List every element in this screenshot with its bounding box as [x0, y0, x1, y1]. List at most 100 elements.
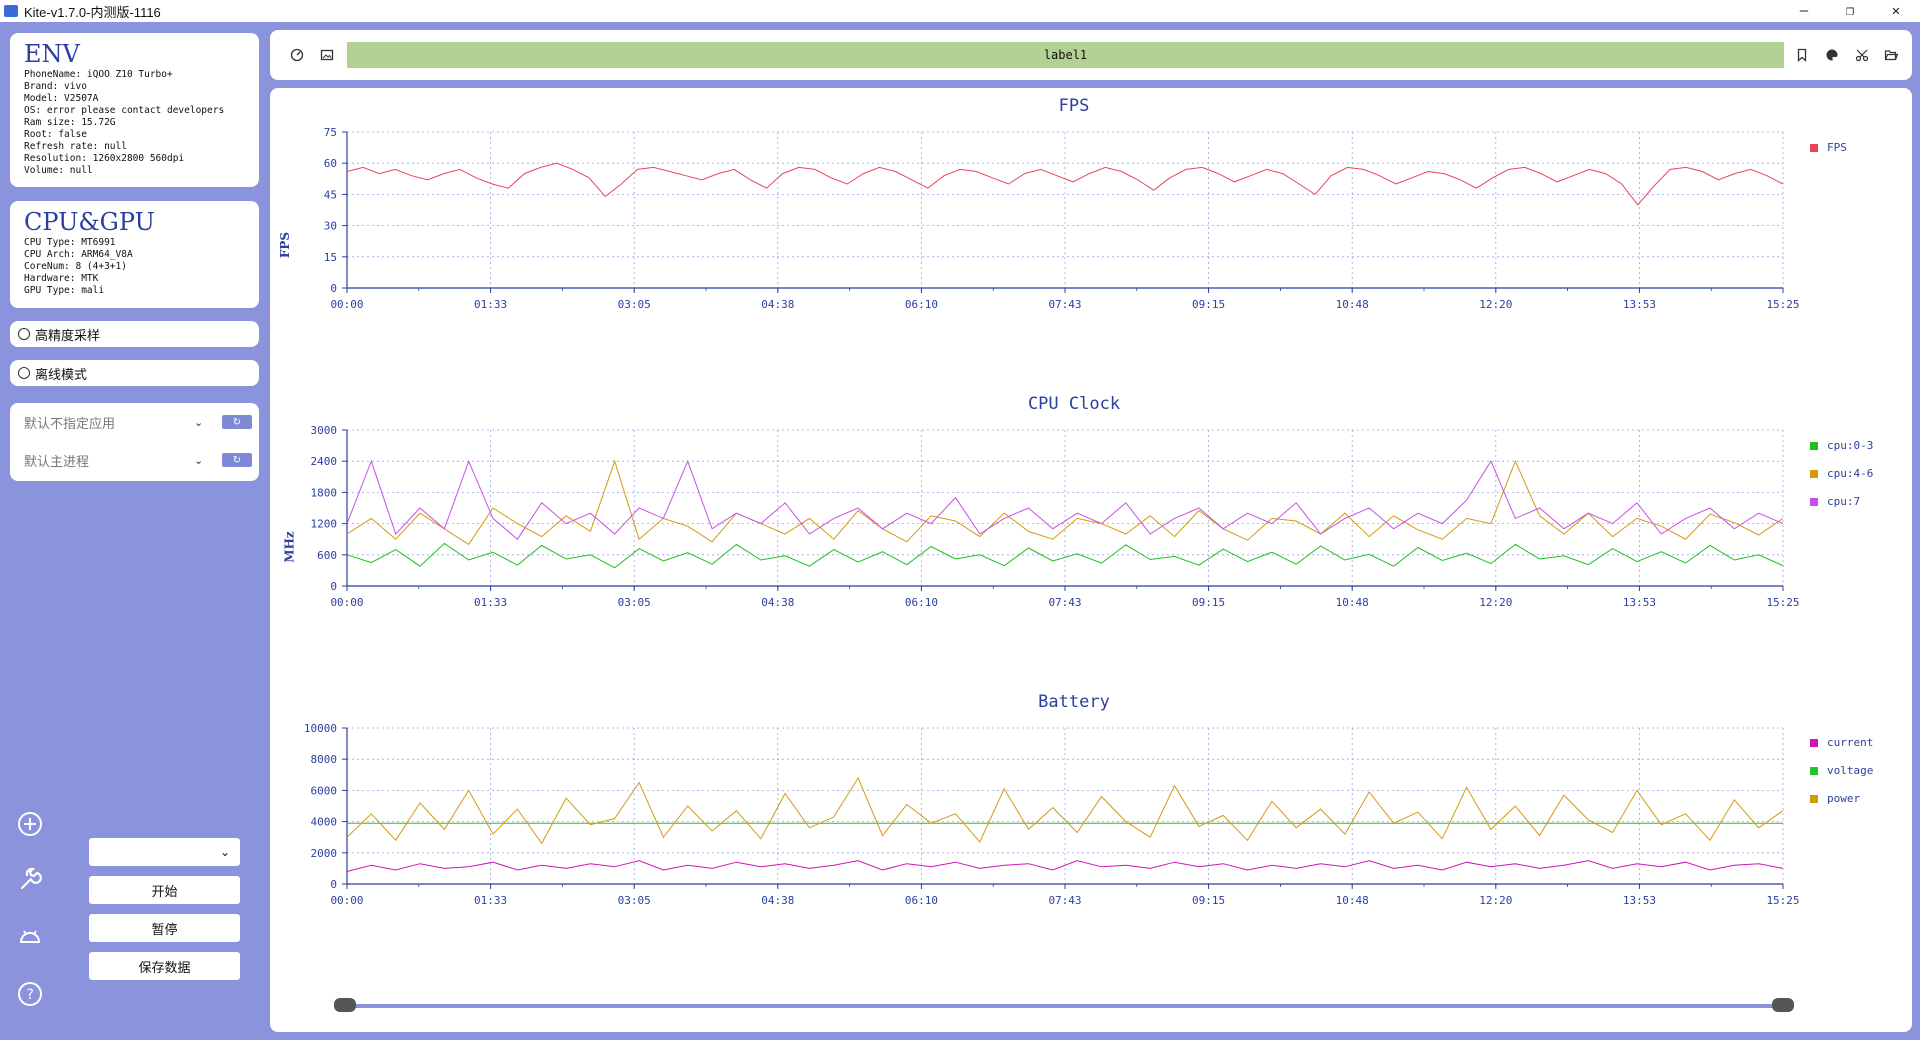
legend-item[interactable]: cpu:0-3: [1810, 439, 1873, 452]
y-tick-label: 15: [324, 251, 337, 264]
app-select-value: 默认不指定应用: [24, 413, 115, 432]
x-tick-label: 15:25: [1766, 298, 1799, 311]
high-precision-radio[interactable]: 高精度采样: [10, 321, 259, 347]
y-tick-label: 0: [330, 282, 337, 295]
pause-button[interactable]: 暂停: [89, 914, 240, 942]
x-tick-label: 01:33: [474, 596, 507, 609]
label-bar: label1: [347, 42, 1784, 68]
y-tick-label: 6000: [311, 784, 338, 797]
y-tick-label: 1200: [311, 518, 338, 531]
legend-item[interactable]: current: [1810, 736, 1873, 749]
x-tick-label: 09:15: [1192, 894, 1225, 907]
x-tick-label: 09:15: [1192, 298, 1225, 311]
cpu-gpu-info-line: CPU Type: MT6991: [24, 237, 259, 249]
cpu-chart-title: CPU Clock: [1028, 394, 1120, 414]
env-info-line: Brand: vivo: [24, 81, 259, 93]
x-tick-label: 06:10: [905, 894, 938, 907]
x-tick-label: 04:38: [761, 298, 794, 311]
legend-label: voltage: [1827, 764, 1873, 777]
palette-icon[interactable]: [1823, 46, 1841, 64]
legend-swatch: [1810, 442, 1818, 450]
dashboard-icon[interactable]: [288, 46, 306, 64]
legend-label: power: [1827, 792, 1860, 805]
y-tick-label: 4000: [311, 816, 338, 829]
x-tick-label: 13:53: [1623, 894, 1656, 907]
x-tick-label: 12:20: [1479, 894, 1512, 907]
slider-start-handle[interactable]: [334, 998, 356, 1012]
save-data-button[interactable]: 保存数据: [89, 952, 240, 980]
window-title: Kite-v1.7.0-内测版-1116: [24, 2, 161, 21]
env-info-line: Model: V2507A: [24, 93, 259, 105]
chevron-down-icon: ⌄: [194, 416, 203, 429]
x-tick-label: 15:25: [1766, 894, 1799, 907]
offline-mode-label: 离线模式: [35, 364, 87, 383]
chevron-down-icon: ⌄: [220, 845, 230, 859]
scissors-icon[interactable]: [1853, 46, 1871, 64]
x-tick-label: 00:00: [330, 894, 363, 907]
legend-item[interactable]: power: [1810, 792, 1860, 805]
svg-text:?: ?: [26, 987, 34, 1003]
time-range-slider[interactable]: [338, 1004, 1794, 1008]
mode-dropdown[interactable]: ⌄: [89, 838, 240, 866]
toolbar: label1: [270, 30, 1912, 80]
x-tick-label: 10:48: [1336, 894, 1369, 907]
y-tick-label: 10000: [304, 722, 337, 735]
legend-swatch: [1810, 739, 1818, 747]
add-icon[interactable]: [14, 808, 46, 840]
close-button[interactable]: ✕: [1874, 0, 1918, 22]
offline-mode-radio[interactable]: 离线模式: [10, 360, 259, 386]
maximize-button[interactable]: ❐: [1828, 0, 1872, 22]
legend-label: cpu:7: [1827, 495, 1860, 508]
help-icon[interactable]: ?: [14, 978, 46, 1010]
env-title: ENV: [24, 41, 259, 67]
refresh-process-button[interactable]: ↻: [222, 453, 252, 467]
charts-canvas: 0 15 30 45 60 75 00:00 01:33 03:05 04:38 06:10 07:4…: [270, 88, 1912, 1032]
legend-label: FPS: [1827, 141, 1847, 154]
x-tick-label: 09:15: [1192, 596, 1225, 609]
legend-item[interactable]: voltage: [1810, 764, 1873, 777]
app-icon: [4, 5, 18, 17]
legend-swatch: [1810, 795, 1818, 803]
radio-circle-icon: [18, 367, 30, 379]
x-tick-label: 01:33: [474, 298, 507, 311]
y-tick-label: 1800: [311, 486, 338, 499]
legend-label: cpu:0-3: [1827, 439, 1873, 452]
cpu-gpu-info-line: GPU Type: mali: [24, 285, 259, 297]
y-tick-label: 600: [317, 549, 337, 562]
minimize-button[interactable]: —: [1782, 0, 1826, 22]
refresh-app-button[interactable]: ↻: [222, 415, 252, 429]
wrench-icon[interactable]: [14, 864, 46, 896]
slider-end-handle[interactable]: [1772, 998, 1794, 1012]
image-icon[interactable]: [318, 46, 336, 64]
cpu-gpu-title: CPU&GPU: [24, 209, 259, 235]
process-select[interactable]: 默认主进程 ⌄ ↻: [24, 448, 254, 472]
fps-chart-title: FPS: [1059, 96, 1090, 116]
y-tick-label: 8000: [311, 753, 338, 766]
chart-panel: 0 15 30 45 60 75 00:00 01:33 03:05 04:38 06:10 07:4…: [270, 88, 1912, 1032]
app-select[interactable]: 默认不指定应用 ⌄ ↻: [24, 410, 254, 434]
cpu-gpu-info-line: Hardware: MTK: [24, 273, 259, 285]
bookmark-icon[interactable]: [1793, 46, 1811, 64]
start-button[interactable]: 开始: [89, 876, 240, 904]
x-tick-label: 04:38: [761, 596, 794, 609]
x-tick-label: 06:10: [905, 596, 938, 609]
legend-swatch: [1810, 767, 1818, 775]
x-tick-label: 07:43: [1048, 596, 1081, 609]
legend-swatch: [1810, 470, 1818, 478]
x-tick-label: 00:00: [330, 298, 363, 311]
legend-swatch: [1810, 498, 1818, 506]
y-tick-label: 30: [324, 220, 337, 233]
x-tick-label: 03:05: [618, 298, 651, 311]
env-info-line: Ram size: 15.72G: [24, 117, 259, 129]
android-icon[interactable]: [14, 920, 46, 952]
legend-item[interactable]: cpu:4-6: [1810, 467, 1873, 480]
x-tick-label: 03:05: [618, 894, 651, 907]
legend-swatch: [1810, 144, 1818, 152]
legend-item[interactable]: cpu:7: [1810, 495, 1860, 508]
x-tick-label: 10:48: [1336, 596, 1369, 609]
high-precision-label: 高精度采样: [35, 325, 100, 344]
x-tick-label: 00:00: [330, 596, 363, 609]
y-tick-label: 3000: [311, 424, 338, 437]
legend-item[interactable]: FPS: [1810, 141, 1847, 154]
folder-open-icon[interactable]: [1882, 46, 1900, 64]
